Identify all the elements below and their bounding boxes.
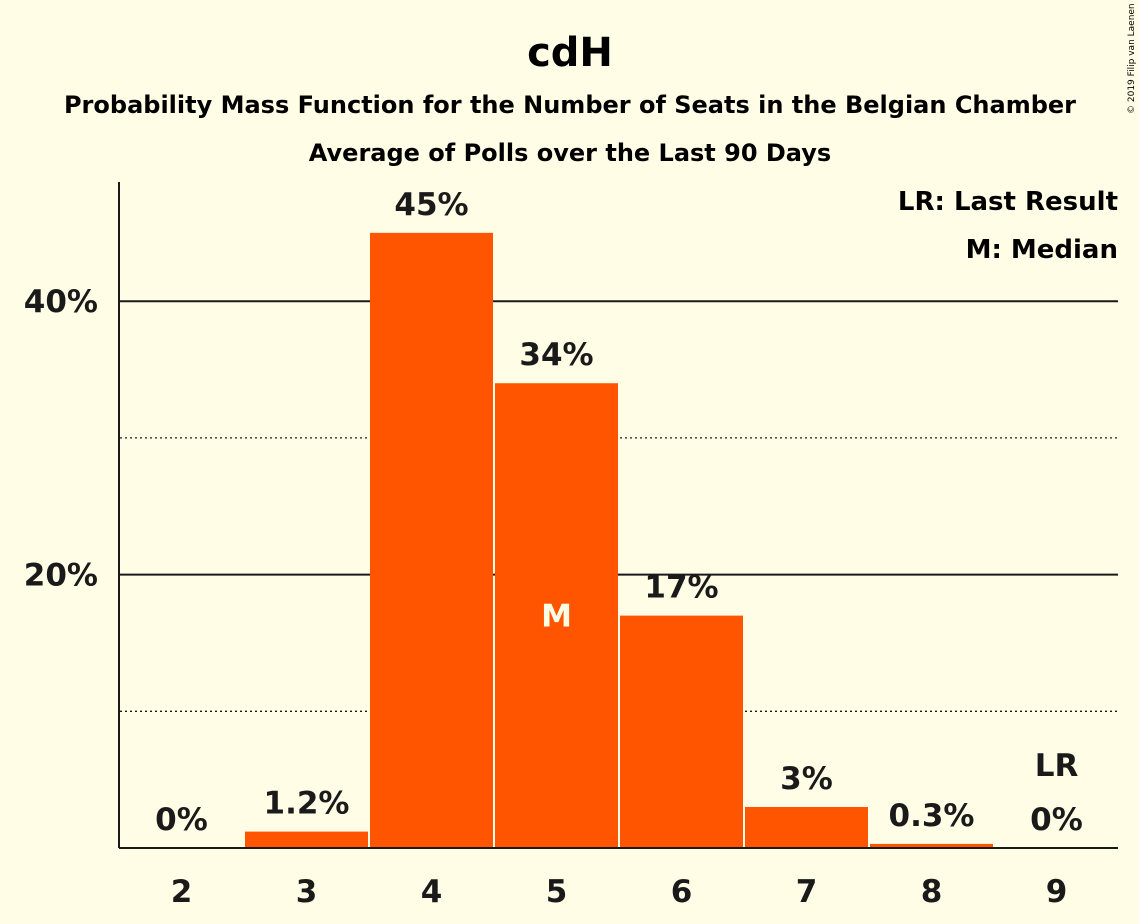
bar-4 — [370, 232, 493, 849]
bars — [245, 232, 993, 849]
x-tick-label-9: 9 — [1046, 874, 1068, 910]
bar-3 — [245, 831, 368, 848]
median-marker: M — [541, 599, 572, 635]
x-tick-label-4: 4 — [421, 874, 443, 910]
y-tick-label: 40% — [24, 284, 98, 320]
gridlines — [120, 300, 1118, 712]
bar-7 — [745, 806, 868, 848]
bar-5 — [495, 383, 618, 848]
x-tick-label-5: 5 — [546, 874, 568, 910]
copyright-notice: © 2019 Filip van Laenen — [1127, 3, 1137, 114]
data-label-5: 34% — [519, 337, 593, 373]
x-tick-label-8: 8 — [921, 874, 943, 910]
data-labels: 0% 1.2% 45% 34% M 17% 3% 0.3% 0% LR — [155, 187, 1083, 838]
y-tick-label: 20% — [24, 558, 98, 594]
data-label-4: 45% — [394, 187, 468, 223]
legend-median: M: Median — [966, 235, 1118, 265]
chart-title: cdH — [527, 30, 613, 76]
data-label-7: 3% — [780, 761, 833, 797]
y-axis-ticks: 20% 40% — [24, 284, 98, 593]
x-tick-label-2: 2 — [171, 874, 193, 910]
data-label-6: 17% — [644, 570, 718, 606]
chart-subtitle: Probability Mass Function for the Number… — [64, 91, 1076, 119]
x-tick-label-3: 3 — [296, 874, 318, 910]
last-result-marker: LR — [1035, 748, 1079, 784]
x-tick-label-6: 6 — [671, 874, 693, 910]
data-label-8: 0.3% — [889, 798, 975, 834]
bar-8 — [870, 843, 993, 848]
chart-subtitle-period: Average of Polls over the Last 90 Days — [309, 139, 831, 167]
data-label-3: 1.2% — [264, 786, 350, 822]
data-label-9: 0% — [1030, 802, 1083, 838]
legend-last-result: LR: Last Result — [898, 187, 1118, 217]
bar-6 — [620, 615, 743, 848]
data-label-2: 0% — [155, 802, 208, 838]
x-axis-ticks: 2 3 4 5 6 7 8 9 — [171, 874, 1068, 910]
x-tick-label-7: 7 — [796, 874, 818, 910]
